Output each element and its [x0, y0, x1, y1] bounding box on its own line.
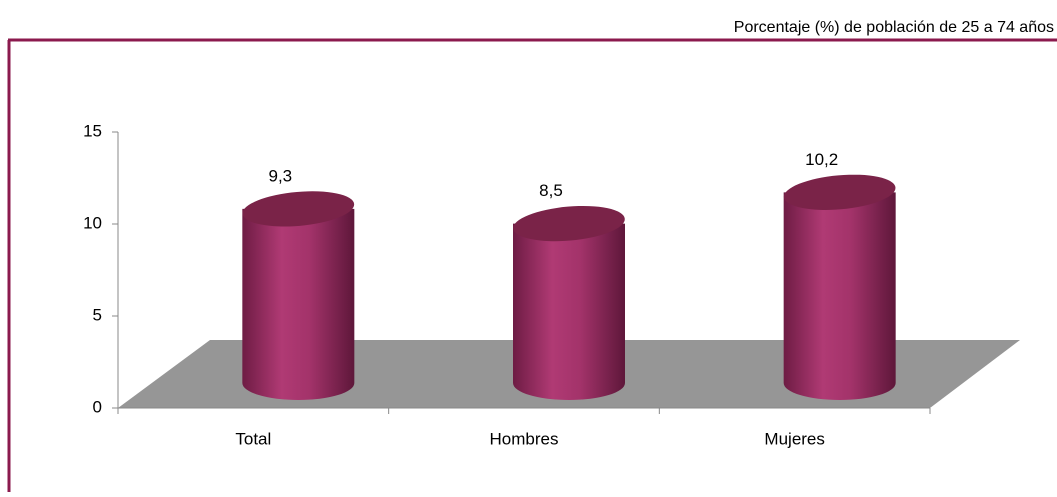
- bar-body: [242, 208, 355, 400]
- x-tick-label: Total: [235, 429, 271, 448]
- bar-top: [242, 191, 355, 227]
- x-tick-label: Mujeres: [764, 429, 824, 448]
- value-label: 9,3: [269, 166, 293, 185]
- y-tick-label: 15: [83, 121, 102, 140]
- chart-title: Porcentaje (%) de población de 25 a 74 a…: [734, 19, 1054, 36]
- x-tick-label: Hombres: [490, 429, 559, 448]
- value-label: 10,2: [805, 150, 838, 169]
- bar-top: [513, 205, 625, 242]
- value-label: 8,5: [539, 181, 563, 200]
- bar: [242, 191, 355, 400]
- bar-body: [783, 192, 896, 400]
- bar-top: [783, 174, 896, 210]
- y-tick-label: 10: [83, 213, 102, 232]
- bar: [513, 205, 625, 400]
- bar-body: [513, 223, 625, 400]
- y-tick-label: 0: [93, 397, 102, 416]
- bar: [783, 174, 896, 400]
- y-tick-label: 5: [93, 305, 102, 324]
